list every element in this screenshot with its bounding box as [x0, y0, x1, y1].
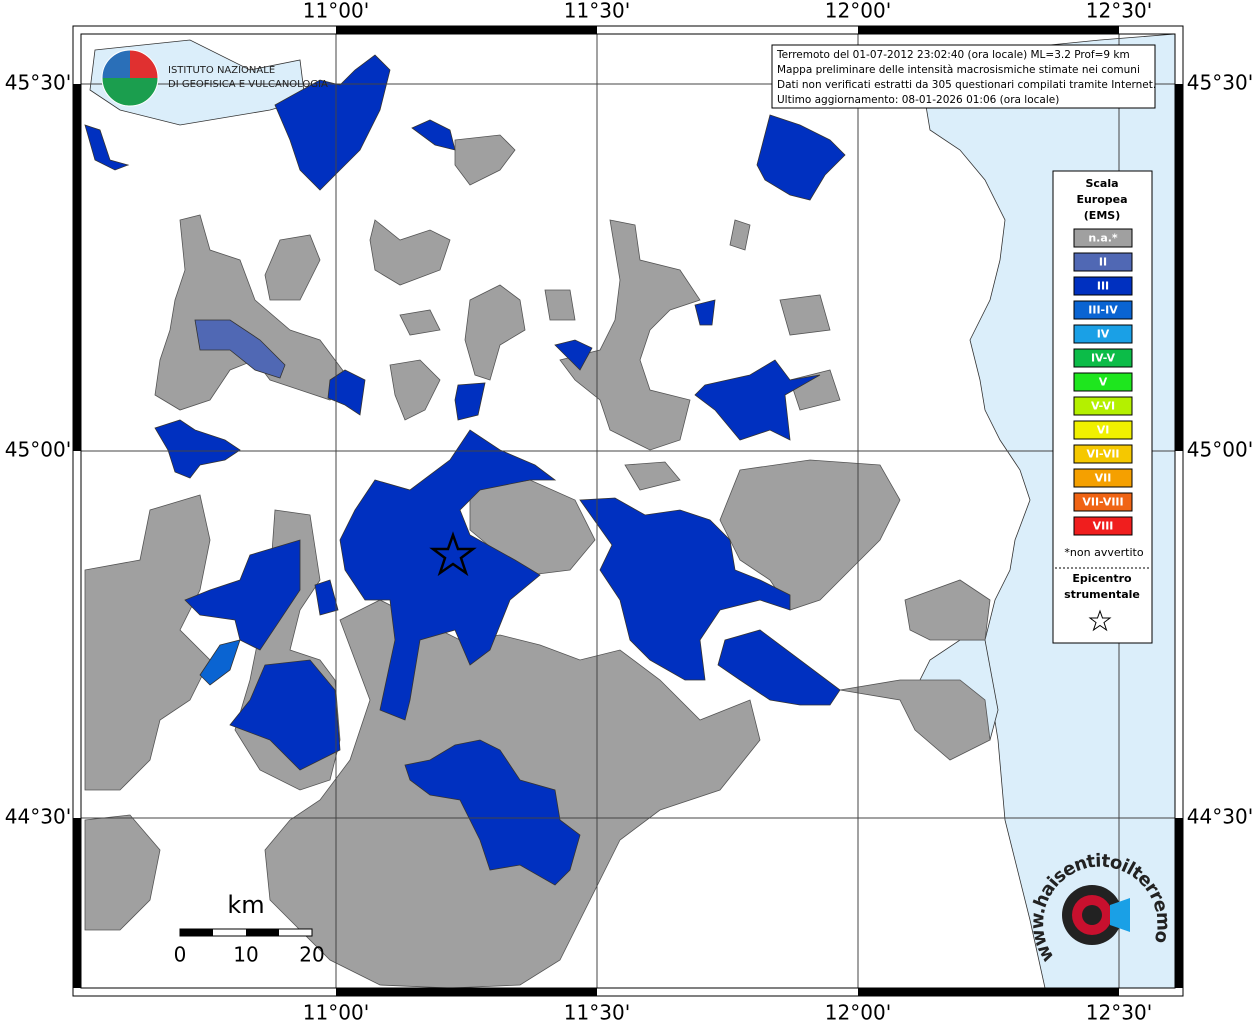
lon-label: 12°00'	[825, 0, 891, 23]
legend-swatch	[1073, 276, 1133, 296]
scale-unit: km	[227, 891, 264, 919]
legend-swatch	[1073, 492, 1133, 512]
legend-star	[1088, 609, 1112, 632]
info-box	[771, 44, 1156, 109]
lon-label: 11°30'	[564, 1001, 630, 1025]
legend-epicenter: Epicentro	[1072, 572, 1132, 585]
lat-label: 45°30'	[5, 71, 71, 95]
legend-title: (EMS)	[1084, 209, 1120, 222]
legend-swatch	[1073, 468, 1133, 488]
legend-swatch	[1073, 516, 1133, 536]
legend-label: VII-VIII	[1082, 496, 1123, 509]
lon-label: 12°30'	[1086, 1001, 1152, 1025]
lat-label: 44°30'	[5, 805, 71, 829]
lon-label: 11°30'	[564, 0, 630, 23]
legend-swatch	[1073, 252, 1133, 272]
legend-label: VI-VII	[1086, 448, 1119, 461]
legend-title: Scala	[1085, 177, 1118, 190]
legend-swatch	[1073, 300, 1133, 320]
legend-label: n.a.*	[1088, 232, 1118, 245]
info-line: Ultimo aggiornamento: 08-01-2026 01:06 (…	[777, 94, 1059, 106]
legend-label: VI	[1097, 424, 1110, 437]
legend-swatch	[1073, 444, 1133, 464]
logo-text: ISTITUTO NAZIONALE	[168, 65, 275, 76]
scale-bar: km 0 10 20	[174, 891, 325, 967]
lat-label: 45°00'	[5, 438, 71, 462]
ingv-logo: ISTITUTO NAZIONALE DI GEOFISICA E VULCAN…	[101, 49, 328, 107]
legend-label: III-IV	[1088, 304, 1118, 317]
legend-note: *non avvertito	[1064, 546, 1143, 559]
info-line: Terremoto del 01-07-2012 23:02:40 (ora l…	[776, 49, 1130, 61]
logo-text: DI GEOFISICA E VULCANOLOGIA	[168, 79, 328, 90]
info-line: Mappa preliminare delle intensità macros…	[777, 64, 1140, 76]
legend-swatch	[1073, 372, 1133, 392]
info-line: Dati non verificati estratti da 305 ques…	[777, 79, 1156, 91]
legend-label: V	[1099, 376, 1108, 389]
legend-label: IV-V	[1091, 352, 1116, 365]
epicenter-star	[429, 531, 477, 577]
scale-tick-label: 0	[174, 943, 187, 967]
legend-title: Europea	[1076, 193, 1127, 206]
legend-swatch	[1073, 348, 1133, 368]
legend-label: IV	[1097, 328, 1110, 341]
scale-tick-label: 10	[233, 943, 258, 967]
legend-label: V-VI	[1091, 400, 1115, 413]
lat-label: 45°30'	[1187, 71, 1253, 95]
legend-swatch	[1073, 324, 1133, 344]
districts-na	[84, 134, 991, 989]
districts-intensity	[84, 54, 846, 886]
legend-label: II	[1099, 256, 1107, 269]
lon-label: 12°30'	[1086, 0, 1152, 23]
lon-label: 12°00'	[825, 1001, 891, 1025]
legend-swatch	[1073, 420, 1133, 440]
legend-swatch	[1073, 396, 1133, 416]
legend-swatch	[1073, 228, 1133, 248]
frame	[72, 25, 1184, 997]
scale-tick-label: 20	[299, 943, 324, 967]
lon-label: 11°00'	[303, 0, 369, 23]
legend-label: VII	[1095, 472, 1112, 485]
lat-label: 45°00'	[1187, 438, 1253, 462]
lon-label: 11°00'	[303, 1001, 369, 1025]
legend-epicenter: strumentale	[1064, 588, 1140, 601]
legend-label: VIII	[1093, 520, 1114, 533]
legend-label: III	[1097, 280, 1109, 293]
lat-label: 44°30'	[1187, 805, 1253, 829]
